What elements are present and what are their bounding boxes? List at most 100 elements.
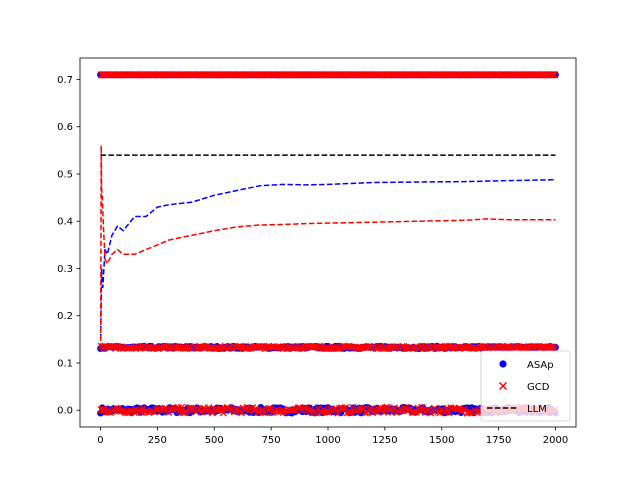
gcd-point-stroke [236, 342, 244, 351]
gcd-point [201, 405, 209, 413]
gcd-point [192, 344, 200, 353]
gcd-point-stroke [467, 408, 475, 417]
gcd-point-stroke [359, 404, 368, 413]
y-tick-label: 0.5 [57, 169, 73, 180]
gcd-point-stroke [287, 343, 295, 352]
gcd-point-stroke [334, 409, 342, 417]
gcd-point-stroke [441, 408, 450, 416]
gcd-point-stroke [479, 343, 488, 351]
gcd-point [177, 403, 186, 412]
x-tick-label: 1000 [315, 435, 340, 446]
gcd-point-stroke [101, 342, 109, 350]
legend-box [480, 350, 571, 422]
x-tick-label: 250 [148, 435, 167, 446]
gcd-point-stroke [518, 344, 526, 352]
gcd-point [434, 408, 442, 416]
gcd-point-stroke [155, 405, 164, 413]
gcd-point-stroke [407, 405, 415, 413]
gcd-point [181, 344, 189, 353]
gcd-point-stroke [476, 342, 484, 351]
gcd-point-stroke [243, 403, 251, 412]
gcd-point-stroke [365, 343, 373, 352]
gcd-point-stroke [161, 342, 169, 350]
gcd-point [257, 342, 266, 351]
gcd-point-stroke [243, 343, 251, 352]
gcd-point-stroke [496, 343, 504, 351]
gcd-point-stroke [376, 405, 384, 413]
gcd-point [385, 405, 393, 414]
gcd-point-stroke [257, 342, 266, 351]
gcd-point-stroke [126, 406, 135, 415]
gcd-point-stroke [472, 344, 480, 352]
gcd-point-stroke [550, 71, 559, 79]
gcd-point [334, 344, 342, 353]
gcd-point-stroke [219, 409, 227, 417]
gcd-point-stroke [154, 344, 162, 353]
gcd-point-stroke [549, 71, 557, 79]
gcd-point [445, 342, 453, 350]
gcd-point-stroke [465, 408, 473, 417]
gcd-point [217, 344, 226, 352]
gcd-point [405, 406, 413, 414]
gcd-point [99, 405, 107, 414]
gcd-point [372, 344, 380, 353]
gcd-point [550, 71, 559, 79]
gcd-point-stroke [503, 342, 511, 351]
gcd-point-stroke [145, 343, 153, 351]
y-tick-label: 0.7 [57, 75, 73, 86]
gcd-point [472, 344, 480, 352]
gcd-point-stroke [216, 405, 224, 413]
gcd-point-stroke [474, 408, 482, 416]
gcd-point [367, 405, 375, 413]
gcd-point [549, 71, 557, 79]
gcd-point-stroke [339, 342, 348, 350]
gcd-point-stroke [121, 408, 129, 416]
gcd-point-stroke [205, 404, 213, 412]
gcd-point-stroke [347, 343, 355, 351]
gcd-point-stroke [199, 404, 207, 413]
legend-gcd-label: GCD [527, 382, 550, 393]
gcd-point-stroke [230, 342, 238, 351]
gcd-point-stroke [348, 403, 357, 412]
gcd-point [550, 344, 559, 352]
gcd-point [379, 408, 388, 416]
gcd-point-stroke [217, 344, 226, 352]
gcd-point-stroke [445, 342, 453, 350]
gcd-point [347, 409, 355, 417]
gcd-point-stroke [401, 403, 410, 412]
legend-llm-label: LLM [527, 404, 547, 415]
gcd-point [381, 404, 389, 412]
y-tick-label: 0.2 [57, 311, 73, 322]
gcd-point-stroke [145, 408, 153, 417]
gcd-point-stroke [250, 406, 258, 414]
x-tick-label: 2000 [543, 435, 568, 446]
gcd-point [223, 403, 231, 412]
gcd-point-stroke [192, 344, 200, 353]
gcd-point-stroke [305, 343, 313, 351]
gcd-point [334, 409, 342, 417]
asap-running-average-line [99, 178, 556, 340]
gcd-point-stroke [370, 407, 379, 416]
gcd-point [205, 404, 213, 412]
gcd-point-stroke [265, 404, 273, 413]
gcd-point [226, 405, 235, 413]
gcd-point-stroke [185, 343, 193, 351]
gcd-point-stroke [310, 343, 318, 351]
gcd-point-stroke [458, 343, 466, 351]
legend-asap-marker [499, 360, 507, 368]
gcd-point-stroke [332, 344, 340, 352]
y-tick-label: 0.0 [57, 406, 73, 417]
gcd-point-stroke [452, 343, 460, 352]
gcd-point [261, 344, 269, 353]
gcd-point-stroke [398, 342, 406, 351]
gcd-point [123, 408, 131, 416]
gcd-point-stroke [405, 406, 413, 414]
gcd-point-stroke [287, 406, 295, 414]
gcd-point-stroke [181, 344, 189, 353]
gcd-point-stroke [281, 407, 289, 415]
gcd-point [467, 408, 475, 417]
gcd-point-stroke [265, 342, 273, 350]
gcd-point-stroke [226, 405, 235, 413]
gcd-point-stroke [358, 405, 366, 413]
